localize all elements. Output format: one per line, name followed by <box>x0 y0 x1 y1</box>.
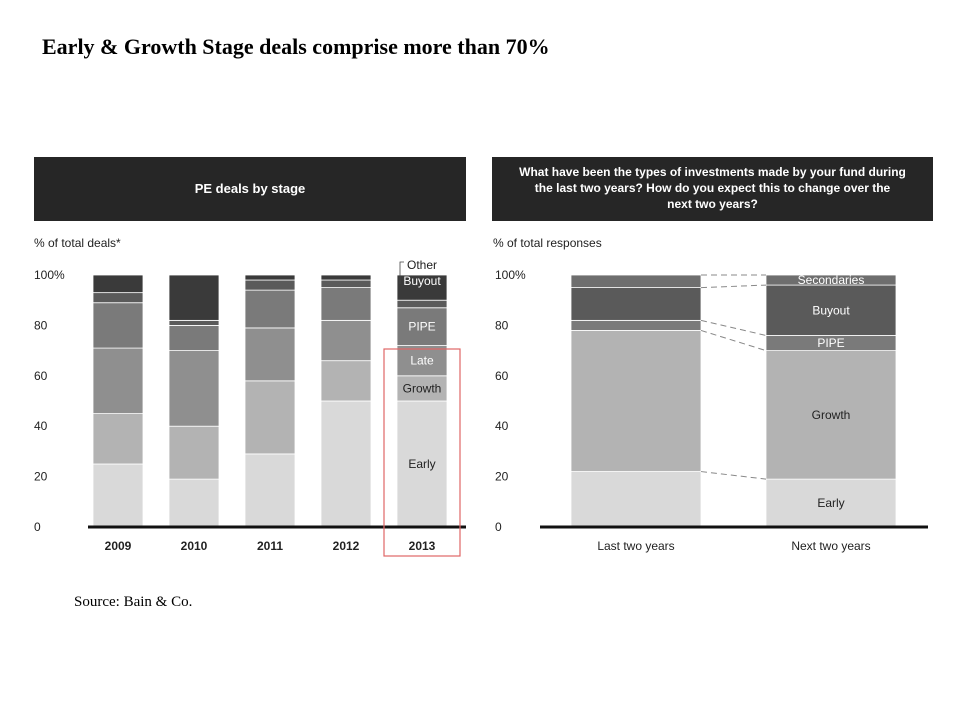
bar-segment-secondaries-0 <box>570 274 702 289</box>
chart-title-line: next two years? <box>667 197 758 211</box>
y-tick-label: 0 <box>495 520 502 534</box>
source-note: Source: Bain & Co. <box>74 594 193 610</box>
bar-segment-early-2011 <box>244 453 296 528</box>
x-tick-label: Next two years <box>791 539 870 553</box>
bar-segment-buyout-2013 <box>396 299 448 309</box>
bar-segment-buyout-1 <box>765 284 897 336</box>
bar-segment-pipe-2010 <box>168 324 220 351</box>
segment-label-early: Early <box>817 496 844 510</box>
highlight-box-2013 <box>383 348 461 557</box>
bar-segment-late-2012 <box>320 319 372 362</box>
bar-segment-pipe-0 <box>570 319 702 331</box>
y-tick-label: 20 <box>34 470 48 484</box>
bar-segment-pipe-2011 <box>244 289 296 329</box>
bar-segment-growth-0 <box>570 330 702 472</box>
pe-deals-by-stage-chart: PE deals by stage % of total deals* 100% 80… <box>34 157 466 557</box>
segment-label-buyout: Buyout <box>403 274 441 288</box>
segment-label-growth: Growth <box>812 408 851 422</box>
bar-segment-other-2012 <box>320 274 372 281</box>
bar-segment-early-0 <box>570 471 702 528</box>
bar-segment-late-2013 <box>396 345 448 377</box>
x-tick-label: 2010 <box>181 539 208 553</box>
y-axis-label: % of total responses <box>493 236 602 250</box>
y-tick-label: 60 <box>495 369 509 383</box>
bar-segment-other-2013 <box>396 274 448 301</box>
bar-segment-late-2010 <box>168 350 220 427</box>
bar-segment-growth-1 <box>765 350 897 480</box>
bar-segment-growth-2010 <box>168 425 220 480</box>
segment-label-early: Early <box>408 457 435 471</box>
bar-segment-pipe-2009 <box>92 302 144 349</box>
y-axis-label: % of total deals* <box>34 236 121 250</box>
segment-label-other: Other <box>407 258 437 272</box>
bar-segment-secondaries-1 <box>765 274 897 286</box>
bar-segment-buyout-2011 <box>244 279 296 291</box>
bar-segment-buyout-2010 <box>168 319 220 326</box>
segment-label-pipe: PIPE <box>408 320 435 334</box>
chart-header-band <box>492 157 933 221</box>
bar-segment-pipe-2012 <box>320 287 372 321</box>
bar-segment-other-2010 <box>168 274 220 321</box>
y-tick-label: 40 <box>495 419 509 433</box>
y-tick-label: 80 <box>495 318 509 332</box>
connector-dash <box>700 319 767 336</box>
connector-dash <box>700 284 767 289</box>
segment-label-late: Late <box>410 354 434 368</box>
chart-title: PE deals by stage <box>195 181 306 196</box>
y-tick-label: 100% <box>34 268 65 282</box>
bar-segment-growth-2012 <box>320 360 372 402</box>
segment-bracket <box>399 261 404 284</box>
y-tick-label: 20 <box>495 470 509 484</box>
bar-segment-growth-2013 <box>396 375 448 402</box>
investment-types-survey-chart: What have been the types of investments … <box>492 157 933 553</box>
bar-segment-buyout-2009 <box>92 292 144 304</box>
y-tick-label: 100% <box>495 268 526 282</box>
x-tick-label: 2011 <box>257 539 283 553</box>
bar-segment-early-2012 <box>320 400 372 528</box>
segment-label-buyout: Buyout <box>812 303 850 317</box>
bar-segment-buyout-2012 <box>320 279 372 289</box>
bar-segment-other-2011 <box>244 274 296 281</box>
x-tick-label: Last two years <box>597 539 674 553</box>
bar-segment-growth-2011 <box>244 380 296 455</box>
segment-label-growth: Growth <box>403 381 442 395</box>
connector-dash <box>700 329 767 352</box>
bar-segment-late-2009 <box>92 347 144 414</box>
slide-title: Early & Growth Stage deals comprise more… <box>42 34 550 59</box>
segment-label-pipe: PIPE <box>817 336 844 350</box>
connector-dash <box>700 471 767 480</box>
bar-segment-early-2009 <box>92 463 144 528</box>
y-tick-label: 80 <box>34 318 48 332</box>
x-tick-label: 2009 <box>105 539 132 553</box>
chart-title-line: the last two years? How do you expect th… <box>535 181 891 195</box>
bar-segment-other-2009 <box>92 274 144 294</box>
y-tick-label: 0 <box>34 520 41 534</box>
y-tick-label: 60 <box>34 369 48 383</box>
bar-segment-buyout-0 <box>570 287 702 321</box>
chart-title-line: What have been the types of investments … <box>519 165 906 179</box>
bar-segment-growth-2009 <box>92 413 144 465</box>
segment-label-secondaries: Secondaries <box>798 273 865 287</box>
bar-segment-early-2010 <box>168 478 220 528</box>
y-tick-label: 40 <box>34 419 48 433</box>
bar-segment-late-2011 <box>244 327 296 382</box>
x-tick-label: 2012 <box>333 539 360 553</box>
x-tick-label: 2013 <box>409 539 436 553</box>
chart-header-band <box>34 157 466 221</box>
